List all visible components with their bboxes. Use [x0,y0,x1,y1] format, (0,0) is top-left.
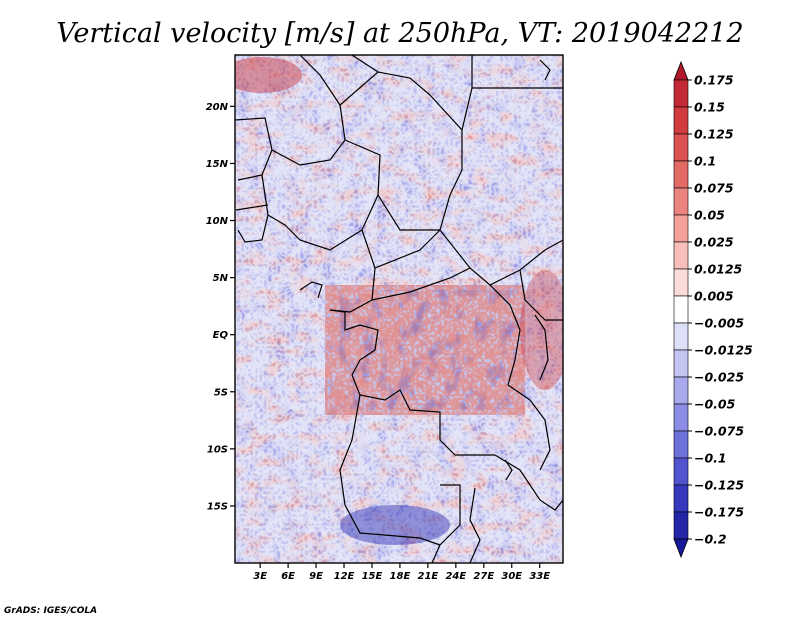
lon-tick-label-9: 30E [501,571,522,582]
colorbar-label-15: −0.125 [694,478,744,493]
border-gulf-coast [299,281,323,299]
lat-tick-label-6: 10S [207,444,228,455]
colorbar-swatch-1 [673,79,689,108]
lon-tick-label-7: 24E [445,571,466,582]
border-libya-north [351,55,379,73]
lat-tick-label-3: 5N [213,273,229,284]
border-kenya-ethiopia [519,269,563,321]
colorbar-label-0: 0.175 [694,73,734,88]
border-lake-victoria [534,314,549,381]
border-chad-car [377,194,440,231]
lon-tick-label-10: 33E [529,571,550,582]
country-borders [235,55,563,563]
border-nigeria-niger [267,139,381,251]
colorbar-swatch-10 [673,322,689,351]
lat-tick-label-1: 15N [206,159,229,170]
colorbar-label-14: −0.1 [694,451,727,466]
colorbar-label-6: 0.025 [694,235,734,250]
border-car-drc [371,267,471,301]
border-angola-coast [339,394,361,506]
colorbar-swatch-13 [673,403,689,432]
colorbar-label-5: 0.05 [694,208,725,223]
border-coast-west [235,204,269,211]
southern-jet-feature [340,505,450,545]
lat-tick-label-2: 10N [206,216,229,227]
lon-tick-label-0: 3E [253,571,267,582]
colorbar-swatch-8 [673,268,689,297]
lat-tick-label-7: 15S [207,501,228,512]
colorbar-swatch-11 [673,349,689,378]
colorbar-label-1: 0.15 [694,100,725,115]
border-drc-uganda [489,284,521,386]
border-zambia-botswana [431,484,461,563]
chart-title: Vertical velocity [m/s] at 250hPa, VT: 2… [56,18,743,49]
latitude-axis: 20N 15N 10N 5N EQ 5S 10S 15S [206,102,235,512]
border-west-africa [237,174,269,243]
lake-malawi [504,459,513,481]
colorbar: 0.175 0.15 0.125 0.1 0.075 0.05 0.025 0.0125 0.0… [673,60,753,559]
colorbar-label-2: 0.125 [694,127,734,142]
grads-credit: GrADS: IGES/COLA [4,606,97,616]
lon-tick-label-6: 21E [418,571,439,582]
colorbar-label-10: −0.0125 [694,343,753,358]
colorbar-label-12: −0.05 [694,397,736,412]
border-gabon-congo [329,309,379,376]
colorbar-min-arrow [673,538,689,559]
colorbar-label-8: 0.005 [694,289,734,304]
colorbar-swatch-16 [673,484,689,513]
longitude-axis: 3E 6E 9E 12E 15E 18E 21E 24E 27E 30E 33E [253,563,550,582]
map-panel: 20N 15N 10N 5N EQ 5S 10S 15S 3E 6E 9E 12E 15E 18E 21E… [206,54,564,582]
colorbar-swatch-6 [673,214,689,243]
colorbar-swatch-5 [673,187,689,216]
border-zambia-mozambique [494,454,563,511]
lat-tick-label-5: 5S [214,387,228,398]
lon-tick-label-8: 27E [473,571,494,582]
colorbar-swatch-17 [673,511,689,540]
colorbar-label-3: 0.1 [694,154,716,169]
colorbar-label-11: −0.025 [694,370,744,385]
colorbar-swatch-2 [673,106,689,135]
border-sinai [539,59,551,81]
lon-tick-label-3: 12E [334,571,355,582]
colorbar-swatch-15 [673,457,689,486]
colorbar-label-16: −0.175 [694,505,744,520]
border-car-north [374,229,441,269]
colorbar-label-9: −0.005 [694,316,744,331]
colorbar-label-13: −0.075 [694,424,744,439]
eastern-updraft-feature [520,270,563,390]
convective-zone-down [340,290,530,410]
colorbar-label-17: −0.2 [694,532,727,547]
lat-tick-label-0: 20N [206,102,229,113]
map-frame [234,54,564,564]
colorbar-swatch-12 [673,376,689,405]
colorbar-label-7: 0.0125 [694,262,743,277]
border-tanzania [507,384,551,471]
lon-tick-label-5: 18E [390,571,411,582]
lon-tick-label-1: 6E [281,571,295,582]
colorbar-swatch-3 [673,133,689,162]
colorbar-swatch-9 [673,295,689,324]
colorbar-swatch-7 [673,241,689,270]
colorbar-label-4: 0.075 [694,181,734,196]
lon-tick-label-4: 15E [362,571,383,582]
border-namibia [344,504,441,546]
velocity-field [235,55,563,563]
colorbar-swatch-4 [673,160,689,189]
colorbar-max-arrow [673,60,689,81]
border-zimbabwe [469,487,481,563]
northern-updraft-feature [235,57,302,93]
lat-tick-label-4: EQ [213,330,229,341]
lon-tick-label-2: 9E [309,571,323,582]
colorbar-swatch-14 [673,430,689,459]
border-drc-angola [351,374,495,456]
